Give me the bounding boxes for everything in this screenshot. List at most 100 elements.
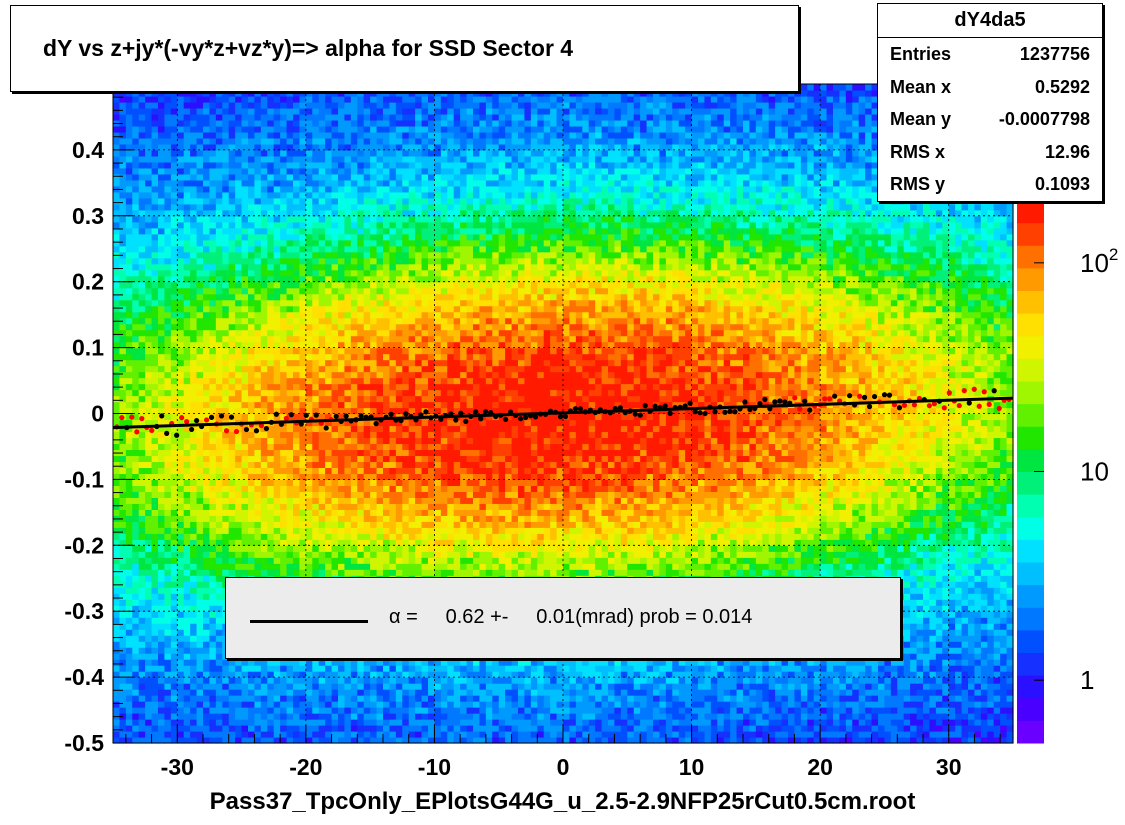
heatmap-cell	[305, 563, 313, 570]
heatmap-cell	[344, 107, 352, 115]
heatmap-cell	[260, 173, 268, 181]
heatmap-cell	[235, 275, 243, 283]
heatmap-cell	[312, 527, 320, 534]
heatmap-cell	[293, 143, 301, 151]
heatmap-cell	[164, 719, 172, 726]
heatmap-cell	[293, 557, 301, 564]
heatmap-cell	[145, 455, 153, 463]
heatmap-cell	[177, 581, 185, 588]
heatmap-cell	[363, 473, 371, 480]
heatmap-cell	[267, 281, 275, 289]
heatmap-cell	[241, 671, 249, 678]
heatmap-cell	[267, 365, 275, 373]
heatmap-cell	[402, 737, 410, 744]
heatmap-cell	[280, 161, 288, 169]
heatmap-cell	[222, 335, 230, 343]
heatmap-cell	[344, 341, 352, 349]
heatmap-cell	[357, 479, 365, 486]
heatmap-cell	[273, 101, 281, 109]
heatmap-cell	[190, 203, 198, 211]
heatmap-cell	[363, 383, 371, 391]
heatmap-cell	[177, 461, 185, 469]
heatmap-cell	[203, 713, 211, 720]
heatmap-cell	[267, 479, 275, 486]
heatmap-cell	[389, 677, 397, 684]
heatmap-cell	[325, 95, 333, 103]
heatmap-cell	[132, 119, 140, 127]
heatmap-cell	[338, 359, 346, 367]
heatmap-cell	[395, 395, 403, 403]
heatmap-cell	[357, 719, 365, 726]
heatmap-cell	[228, 365, 236, 373]
heatmap-cell	[286, 683, 294, 690]
heatmap-cell	[170, 545, 178, 552]
heatmap-cell	[196, 509, 204, 516]
heatmap-cell	[305, 287, 313, 295]
heatmap-cell	[325, 545, 333, 552]
heatmap-cell	[170, 479, 178, 486]
heatmap-cell	[170, 89, 178, 97]
heatmap-cell	[145, 215, 153, 223]
heatmap-cell	[389, 353, 397, 361]
heatmap-cell	[273, 203, 281, 211]
heatmap-cell	[299, 353, 307, 361]
heatmap-cell	[350, 731, 358, 738]
heatmap-cell	[254, 449, 262, 457]
heatmap-cell	[293, 437, 301, 445]
heatmap-cell	[325, 515, 333, 522]
heatmap-cell	[132, 191, 140, 199]
heatmap-cell	[273, 395, 281, 403]
heatmap-cell	[196, 173, 204, 181]
heatmap-cell	[138, 581, 146, 588]
heatmap-cell	[363, 251, 371, 259]
heatmap-cell	[145, 347, 153, 355]
heatmap-cell	[267, 107, 275, 115]
heatmap-cell	[222, 689, 230, 696]
heatmap-cell	[222, 215, 230, 223]
heatmap-cell	[389, 227, 397, 235]
heatmap-cell	[151, 713, 159, 720]
heatmap-cell	[132, 659, 140, 666]
heatmap-cell	[312, 143, 320, 151]
heatmap-cell	[357, 569, 365, 576]
heatmap-cell	[145, 737, 153, 744]
heatmap-cell	[209, 281, 217, 289]
heatmap-cell	[138, 695, 146, 702]
heatmap-cell	[325, 353, 333, 361]
heatmap-cell	[357, 695, 365, 702]
heatmap-cell	[151, 581, 159, 588]
heatmap-cell	[215, 89, 223, 97]
heatmap-cell	[190, 221, 198, 229]
heatmap-cell	[190, 317, 198, 325]
heatmap-cell	[280, 563, 288, 570]
heatmap-cell	[170, 689, 178, 696]
heatmap-cell	[196, 575, 204, 582]
heatmap-cell	[389, 269, 397, 277]
heatmap-cell	[286, 527, 294, 534]
heatmap-cell	[344, 197, 352, 205]
heatmap-cell	[209, 593, 217, 600]
heatmap-cell	[254, 461, 262, 469]
heatmap-cell	[119, 233, 127, 241]
heatmap-cell	[293, 209, 301, 217]
heatmap-cell	[203, 173, 211, 181]
heatmap-cell	[215, 209, 223, 217]
heatmap-cell	[395, 401, 403, 409]
heatmap-cell	[312, 173, 320, 181]
heatmap-cell	[241, 677, 249, 684]
heatmap-cell	[325, 569, 333, 576]
heatmap-cell	[273, 107, 281, 115]
heatmap-cell	[350, 119, 358, 127]
heatmap-cell	[248, 413, 256, 421]
heatmap-cell	[138, 665, 146, 672]
heatmap-cell	[338, 395, 346, 403]
heatmap-cell	[203, 329, 211, 337]
heatmap-cell	[293, 671, 301, 678]
heatmap-cell	[260, 383, 268, 391]
heatmap-cell	[305, 329, 313, 337]
heatmap-cell	[235, 689, 243, 696]
heatmap-cell	[190, 479, 198, 486]
heatmap-cell	[305, 305, 313, 313]
heatmap-cell	[363, 101, 371, 109]
heatmap-cell	[138, 569, 146, 576]
